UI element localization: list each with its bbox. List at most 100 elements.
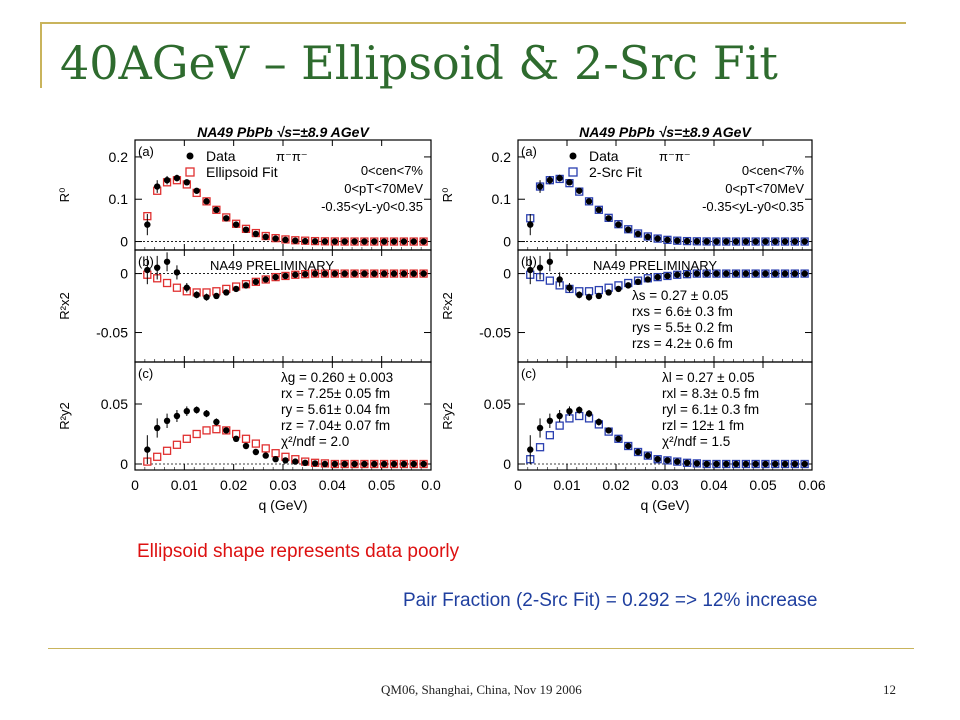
data-point: [203, 293, 210, 301]
data-point: [262, 233, 269, 241]
data-point: [664, 236, 671, 244]
data-point: [371, 460, 378, 468]
data-point: [223, 289, 230, 296]
data-point: [644, 233, 652, 241]
y-axis-label: R²y2: [57, 402, 72, 429]
data-point: [282, 272, 289, 280]
param-label-b: rzs = 4.2± 0.6 fm: [632, 336, 733, 351]
figure-header: NA49 PbPb √s=±8.9 AGeV: [197, 124, 370, 140]
data-point: [321, 238, 329, 245]
data-point: [242, 282, 250, 289]
data-point: [223, 215, 230, 222]
data-point: [252, 448, 260, 456]
y-tick-label: -0.05: [96, 325, 128, 341]
legend-data-marker: [569, 152, 577, 160]
data-point: [781, 460, 789, 468]
data-point: [400, 238, 408, 245]
fit-point: [182, 434, 191, 443]
y-axis-label: R⁰: [440, 188, 455, 203]
data-point: [723, 238, 730, 245]
data-point: [390, 460, 398, 468]
data-point: [292, 237, 299, 244]
x-tick-label: 0: [514, 477, 522, 493]
x-tick-label: 0.01: [553, 477, 580, 493]
fit-point: [535, 443, 545, 452]
data-point: [703, 270, 710, 277]
data-point: [351, 270, 358, 277]
y-axis-label: R²y2: [440, 402, 455, 429]
data-point: [371, 270, 378, 277]
footer-conference: QM06, Shanghai, China, Nov 19 2006: [381, 682, 582, 697]
data-point: [361, 270, 368, 277]
legend-data-label: Data: [589, 148, 619, 164]
data-point: [732, 270, 740, 277]
data-point: [664, 272, 671, 280]
data-point: [232, 435, 240, 442]
data-point: [605, 289, 612, 296]
page-number: 12: [883, 682, 896, 697]
cut-label: -0.35<yL-y0<0.35: [321, 199, 423, 214]
data-point: [595, 206, 603, 214]
data-point: [576, 406, 583, 414]
data-point: [585, 293, 593, 301]
data-point: [625, 282, 632, 289]
data-point: [193, 406, 200, 414]
data-point: [752, 460, 759, 468]
data-point: [546, 417, 554, 424]
y-tick-label: 0.1: [492, 191, 512, 207]
data-point: [772, 238, 779, 245]
y-tick-label: 0.05: [101, 396, 128, 412]
fit-point: [192, 429, 201, 439]
data-point: [801, 460, 808, 468]
fit-point: [271, 449, 280, 458]
fit-point: [545, 276, 554, 285]
data-point: [595, 292, 603, 300]
fit-point: [241, 434, 251, 443]
data-point: [380, 460, 388, 468]
data-point: [693, 238, 701, 245]
param-label-b: rys = 5.5± 0.2 fm: [632, 320, 733, 335]
data-point: [605, 427, 612, 434]
y-tick-label: 0: [503, 234, 511, 250]
top-decorative-rule: [40, 22, 906, 24]
data-point: [203, 198, 210, 205]
data-point: [232, 285, 240, 293]
y-tick-label: -0.05: [479, 325, 511, 341]
data-point: [154, 183, 161, 190]
data-point: [223, 427, 230, 434]
data-point: [732, 460, 740, 468]
y-tick-label: 0: [120, 234, 128, 250]
data-point: [625, 226, 632, 233]
data-point: [144, 446, 151, 453]
x-tick-label: 0.05: [368, 477, 395, 493]
param-label-c: λg = 0.260 ± 0.003: [281, 370, 393, 385]
panel-label: (b): [138, 254, 154, 269]
data-point: [302, 459, 309, 466]
data-point: [420, 460, 427, 468]
fit-point: [261, 444, 270, 453]
data-point: [331, 270, 338, 277]
data-point: [693, 270, 701, 277]
data-point: [546, 176, 554, 184]
fit-point: [153, 452, 162, 461]
data-point: [732, 238, 740, 245]
param-label-c: λl = 0.27 ± 0.05: [662, 370, 755, 385]
y-tick-label: 0.05: [484, 396, 511, 412]
data-point: [282, 457, 289, 464]
param-label-c: rx = 7.25± 0.05 fm: [281, 386, 390, 401]
panel-label: (c): [521, 366, 536, 381]
data-point: [173, 412, 181, 420]
y-tick-label: 0: [120, 266, 128, 282]
fit-point: [162, 446, 172, 455]
x-tick-label: 0.05: [749, 477, 776, 493]
x-tick-label: 0.01: [171, 477, 198, 493]
data-point: [683, 459, 691, 466]
data-point: [634, 448, 642, 456]
data-point: [311, 460, 319, 467]
data-point: [762, 460, 769, 468]
x-tick-label: 0.03: [651, 477, 678, 493]
x-tick-label: 0.02: [220, 477, 247, 493]
data-point: [331, 238, 338, 245]
x-tick-label: 0.04: [700, 477, 727, 493]
data-point: [193, 187, 200, 194]
